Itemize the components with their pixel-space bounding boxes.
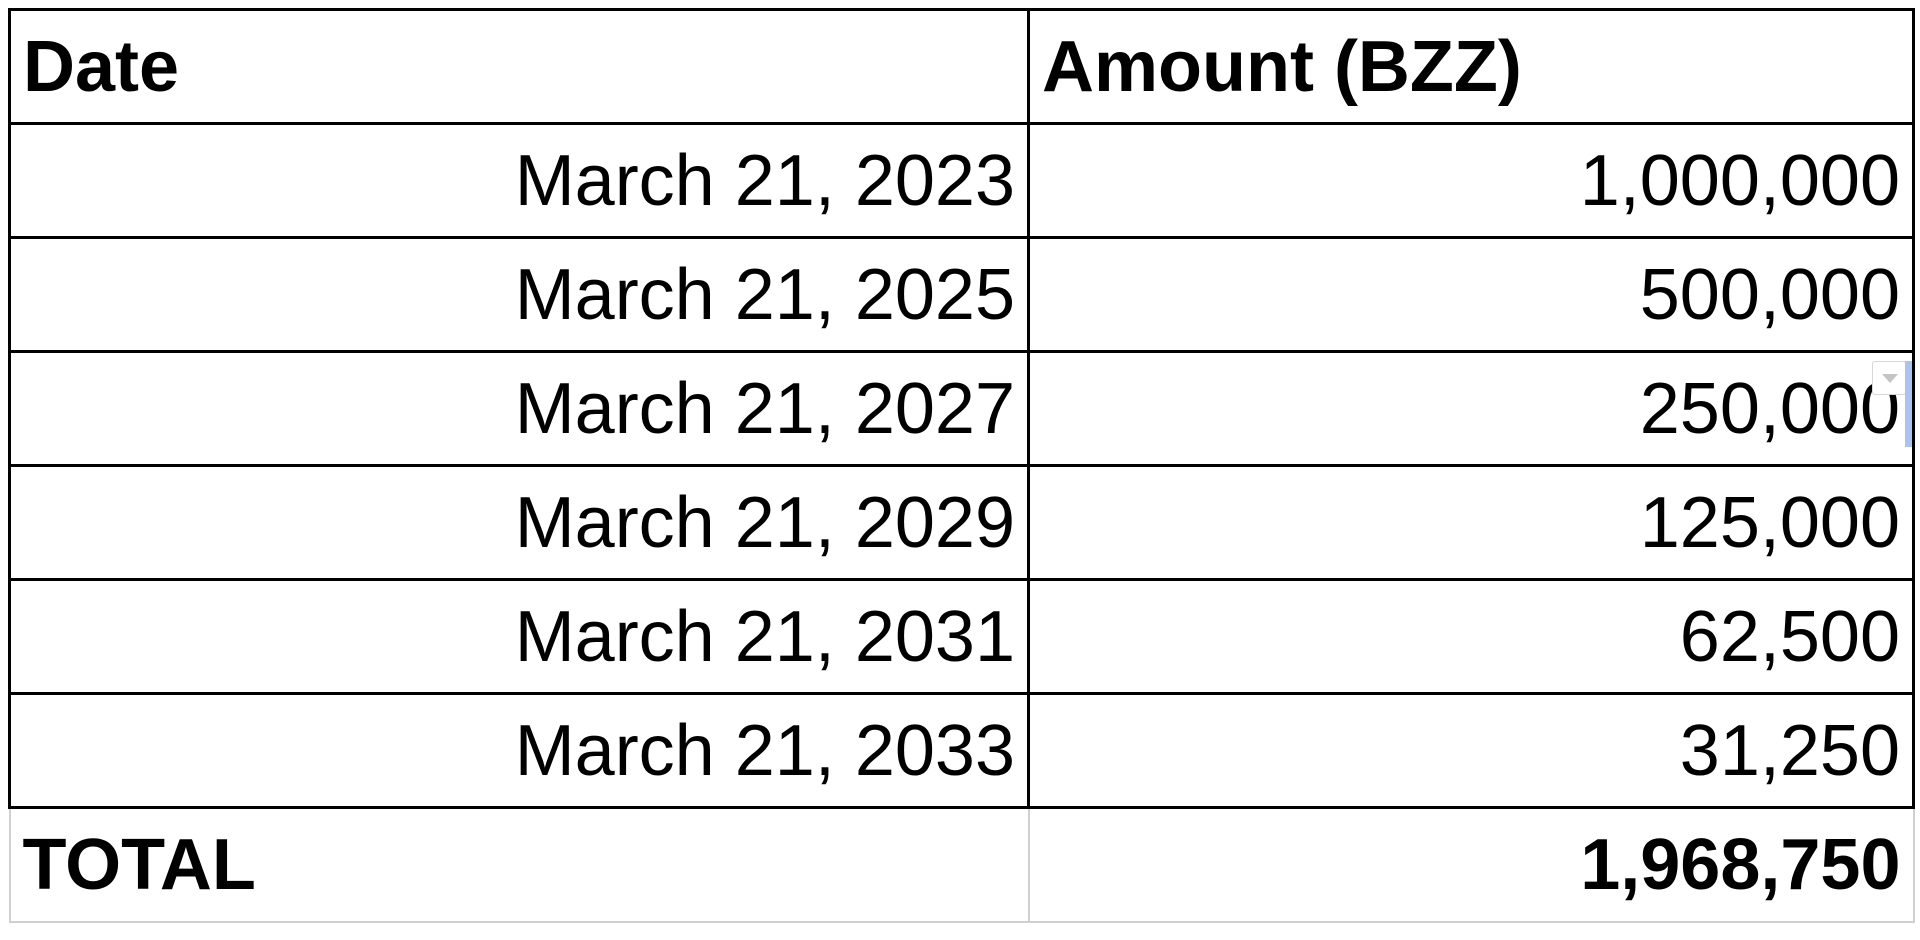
total-row: TOTAL 1,968,750: [8, 806, 1915, 923]
date-cell[interactable]: March 21, 2033: [8, 692, 1030, 809]
amount-value: 250,000: [1639, 368, 1900, 449]
header-date-cell[interactable]: Date: [8, 8, 1030, 125]
date-cell[interactable]: March 21, 2023: [8, 122, 1030, 239]
date-cell[interactable]: March 21, 2031: [8, 578, 1030, 695]
amount-cell[interactable]: 1,000,000: [1027, 122, 1915, 239]
spreadsheet-grid: Date Amount (BZZ) March 21, 2023 1,000,0…: [8, 8, 1915, 932]
date-cell[interactable]: March 21, 2029: [8, 464, 1030, 581]
chevron-down-icon[interactable]: [1872, 361, 1906, 395]
table-row: March 21, 2031 62,500: [8, 578, 1915, 695]
table-row: March 21, 2027 250,000: [8, 350, 1915, 467]
amount-cell[interactable]: 31,250: [1027, 692, 1915, 809]
vesting-schedule-table: Date Amount (BZZ) March 21, 2023 1,000,0…: [8, 8, 1915, 923]
selection-indicator: [1905, 361, 1911, 447]
table-row: March 21, 2025 500,000: [8, 236, 1915, 353]
header-amount-cell[interactable]: Amount (BZZ): [1027, 8, 1915, 125]
header-row: Date Amount (BZZ): [8, 8, 1915, 125]
amount-cell[interactable]: 125,000: [1027, 464, 1915, 581]
total-value-cell[interactable]: 1,968,750: [1027, 806, 1915, 923]
amount-cell-selected[interactable]: 250,000: [1027, 350, 1915, 467]
table-row: March 21, 2033 31,250: [8, 692, 1915, 809]
amount-cell[interactable]: 62,500: [1027, 578, 1915, 695]
amount-cell[interactable]: 500,000: [1027, 236, 1915, 353]
table-row: March 21, 2029 125,000: [8, 464, 1915, 581]
date-cell[interactable]: March 21, 2025: [8, 236, 1030, 353]
total-label-cell[interactable]: TOTAL: [8, 806, 1030, 923]
table-row: March 21, 2023 1,000,000: [8, 122, 1915, 239]
date-cell[interactable]: March 21, 2027: [8, 350, 1030, 467]
